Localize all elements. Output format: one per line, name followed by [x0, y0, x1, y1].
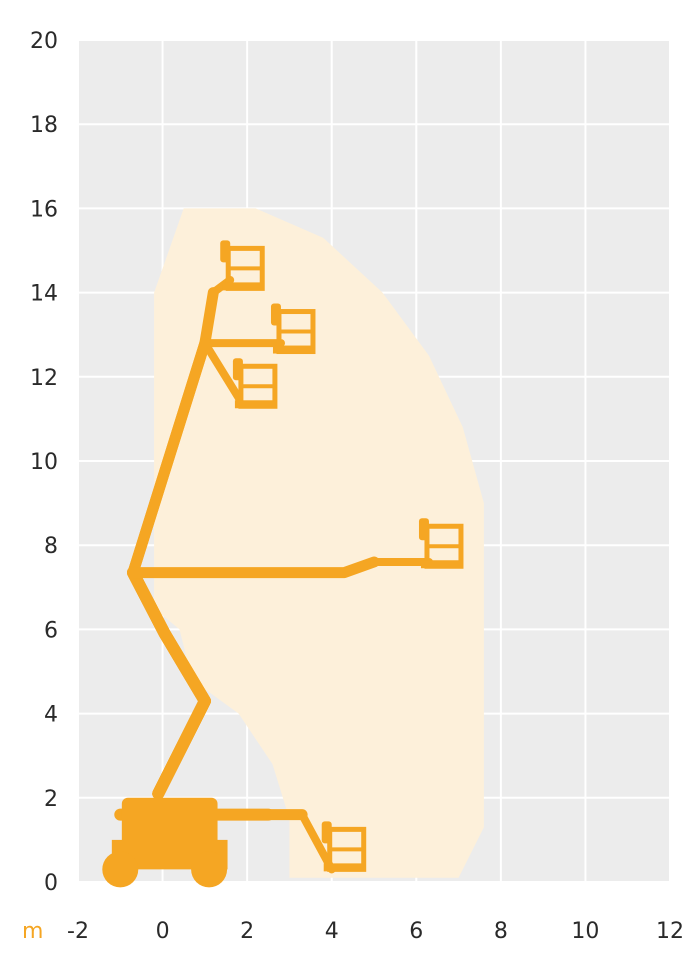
machine-position — [127, 518, 464, 800]
x-tick-label: -2 — [67, 919, 89, 944]
wheel — [191, 851, 228, 888]
basket-control — [232, 358, 243, 381]
jib-arm — [298, 810, 336, 874]
mast-arm — [127, 566, 211, 800]
unit-label: m — [22, 919, 43, 944]
basket — [321, 821, 367, 872]
x-axis-ticks: -2 0 2 4 6 8 10 12 — [67, 919, 684, 944]
machine-chassis — [102, 797, 228, 888]
basket-floor — [234, 400, 275, 409]
y-tick-label: 20 — [30, 29, 58, 54]
jib-arm — [200, 339, 243, 402]
x-tick-label: 6 — [409, 919, 423, 944]
basket-floor — [420, 560, 461, 569]
basket-control — [270, 303, 281, 326]
main-boom — [199, 287, 219, 349]
y-tick-label: 6 — [44, 618, 58, 643]
basket — [418, 518, 464, 569]
x-tick-label: 2 — [240, 919, 254, 944]
basket-control — [321, 821, 332, 844]
main-boom — [127, 556, 380, 579]
y-tick-label: 18 — [30, 113, 58, 138]
basket-control — [418, 518, 429, 541]
basket — [270, 303, 316, 355]
x-tick-label: 4 — [325, 919, 339, 944]
machine-positions — [114, 240, 464, 874]
x-tick-label: 8 — [494, 919, 508, 944]
x-tick-label: 0 — [156, 919, 170, 944]
basket-floor — [222, 282, 263, 291]
basket — [232, 358, 278, 409]
y-tick-label: 10 — [30, 450, 58, 475]
basket-control — [220, 240, 231, 263]
y-tick-label: 4 — [44, 703, 58, 728]
main-boom — [127, 337, 211, 579]
y-tick-label: 0 — [44, 871, 58, 896]
y-tick-label: 16 — [30, 197, 58, 222]
y-tick-label: 14 — [30, 282, 58, 307]
y-tick-label: 2 — [44, 787, 58, 812]
basket-floor — [272, 345, 313, 354]
basket-floor — [323, 863, 364, 872]
y-axis-ticks: 0 2 4 6 8 10 12 14 16 18 20 — [30, 29, 58, 896]
x-tick-label: 10 — [571, 919, 599, 944]
y-tick-label: 8 — [44, 534, 58, 559]
x-tick-label: 12 — [656, 919, 684, 944]
wheel — [102, 851, 139, 888]
y-tick-label: 12 — [30, 366, 58, 391]
basket — [220, 240, 265, 291]
